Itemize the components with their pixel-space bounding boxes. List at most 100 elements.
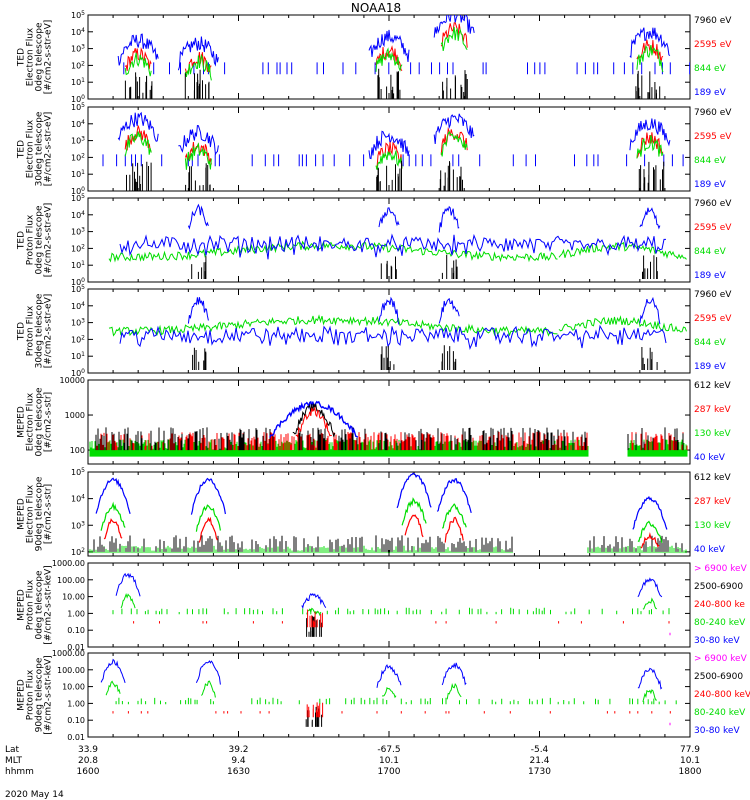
series-7960-ev bbox=[185, 163, 211, 191]
y-tick-label: 104 bbox=[71, 27, 85, 37]
y-tick-label: 105 bbox=[71, 284, 85, 294]
y-tick-label: 101 bbox=[71, 77, 85, 87]
y-tick-label: 101 bbox=[71, 169, 85, 179]
series-287-kev bbox=[444, 516, 464, 543]
panel-ted-p-0: 100 101 102 103 104 105 TEDProton Flux0deg tel… bbox=[17, 193, 733, 287]
y-tick-label: 103 bbox=[71, 44, 85, 54]
series-844-ev bbox=[558, 241, 687, 260]
series-612-kev bbox=[292, 403, 336, 437]
panel-meped-e-90: 102 103 104 105 MEPEDElectron Flux90deg tele… bbox=[17, 467, 732, 557]
series-130-kev bbox=[195, 504, 221, 532]
series-7960-ev bbox=[192, 347, 207, 370]
x-tick-label-mlt: 9.4 bbox=[231, 756, 246, 766]
x-tick-label-lat: 77.9 bbox=[680, 745, 700, 755]
legend-entry: 844 eV bbox=[694, 64, 727, 74]
y-axis-label-line: 0deg telescope bbox=[35, 22, 45, 92]
series-844-ev bbox=[440, 26, 468, 51]
series-30-80-kev bbox=[441, 662, 467, 686]
chart-title: NOAA18 bbox=[351, 1, 401, 15]
y-tick-label: 100 bbox=[71, 94, 85, 104]
y-axis-label-line: Proton Flux bbox=[26, 669, 36, 720]
y-tick-label: 100 bbox=[71, 186, 85, 196]
legend-entry: 287 keV bbox=[694, 497, 731, 507]
y-tick-label: 103 bbox=[71, 520, 85, 530]
y-tick-label: 102 bbox=[71, 334, 85, 344]
series-30-80-kev bbox=[100, 658, 126, 684]
series-844-ev bbox=[375, 47, 403, 72]
series-7960-ev bbox=[191, 256, 207, 279]
series-189-ev bbox=[378, 207, 400, 228]
series-189-ev bbox=[119, 233, 666, 260]
y-axis-label-line: TED bbox=[17, 140, 27, 159]
series-30-80-kev bbox=[637, 577, 663, 598]
series-844-ev bbox=[108, 240, 558, 263]
series-189-ev bbox=[433, 113, 475, 144]
y-axis-label-line: Electron Flux bbox=[26, 27, 36, 86]
series-287-kev bbox=[103, 518, 123, 540]
y-tick-label: 102 bbox=[71, 547, 85, 557]
y-tick-label: 101 bbox=[71, 260, 85, 270]
series-7960-ev bbox=[376, 160, 402, 191]
series-612-kev bbox=[93, 535, 683, 552]
y-tick-label: 10.00 bbox=[62, 593, 85, 602]
y-axis-label: MEPEDElectron Flux90deg telescope[#/cm2-… bbox=[17, 476, 54, 551]
series-40-kev bbox=[436, 477, 472, 514]
series-189-ev bbox=[629, 27, 671, 59]
y-tick-label: 1.00 bbox=[67, 609, 85, 618]
series-189-ev bbox=[178, 125, 219, 157]
legend-entry: 287 keV bbox=[694, 405, 731, 415]
series-7960-ev bbox=[124, 72, 153, 99]
panel-meped-p-0: 0.010.101.0010.00100.001000.00MEPEDProto… bbox=[17, 559, 748, 652]
legend-entry: > 6900 keV bbox=[694, 564, 748, 574]
series-80-240-kev bbox=[642, 597, 657, 610]
series-612-kev bbox=[95, 427, 684, 451]
series-844-ev bbox=[375, 150, 403, 170]
y-tick-label: 102 bbox=[71, 152, 85, 162]
panel-data bbox=[112, 572, 671, 637]
y-axis-label-line: 30deg telescope bbox=[35, 293, 45, 368]
panel-frame bbox=[87, 562, 691, 648]
legend-entry: 130 keV bbox=[694, 521, 731, 531]
y-tick-label: 10.00 bbox=[62, 683, 85, 692]
x-tick-label-hhmm: 1600 bbox=[77, 767, 100, 777]
x-tick-label-hhmm: 1700 bbox=[378, 767, 401, 777]
series-30-80-kev bbox=[301, 593, 327, 609]
series-40-kev bbox=[95, 477, 131, 514]
y-axis-label-line: Electron Flux bbox=[26, 119, 36, 178]
y-tick-label: 103 bbox=[71, 227, 85, 237]
legend-entry: 2595 eV bbox=[694, 40, 732, 50]
series-189-ev bbox=[629, 118, 671, 151]
y-tick-label: 104 bbox=[71, 210, 85, 220]
y-axis-label-line: TED bbox=[17, 231, 27, 250]
series-7960-ev bbox=[439, 161, 463, 191]
y-tick-label: 100.00 bbox=[57, 576, 85, 585]
y-axis-label: TEDElectron Flux30deg telescope[#/cm2-s-… bbox=[17, 111, 54, 186]
series-30-80-kev bbox=[195, 660, 221, 685]
x-tick-label-mlt: 10.1 bbox=[680, 756, 700, 766]
y-axis-label: MEPEDProton Flux0deg telescope[#/cm2-s-s… bbox=[17, 565, 54, 644]
y-axis-label-line: TED bbox=[17, 322, 27, 341]
panel-ted-p-30: 100 101 102 103 104 105 TEDProton Flux30deg te… bbox=[17, 284, 733, 378]
panel-frame bbox=[87, 652, 691, 738]
y-axis-label-line: 90deg telescope bbox=[35, 476, 45, 551]
series-189-ev-background bbox=[102, 154, 684, 167]
y-axis-label-line: TED bbox=[17, 48, 27, 67]
legend-entry: 2500-6900 bbox=[694, 582, 743, 592]
y-axis-label-line: Electron Flux bbox=[26, 392, 36, 451]
y-tick-label: 105 bbox=[71, 193, 85, 203]
series-80-240-kev bbox=[112, 607, 670, 615]
series-189-ev bbox=[117, 33, 159, 66]
y-axis-label: TEDProton Flux0deg telescope[#/cm2-s-str… bbox=[17, 203, 54, 278]
legend-entry: 189 eV bbox=[694, 88, 727, 98]
y-tick-label: 100 bbox=[71, 368, 85, 378]
x-tick-label-lat: -5.4 bbox=[531, 745, 549, 755]
series-80-240-kev bbox=[105, 680, 121, 696]
y-tick-label: 0.01 bbox=[67, 733, 85, 742]
series-2595-ev bbox=[124, 46, 152, 71]
legend-entry: 2595 eV bbox=[694, 132, 732, 142]
y-tick-label: 100 bbox=[71, 277, 85, 287]
panel-ted-e-0: 100 101 102 103 104 105 TEDElectron Flux0deg t… bbox=[17, 10, 733, 104]
y-tick-label: 1.00 bbox=[67, 699, 85, 708]
x-tick-label-lat: 39.2 bbox=[228, 745, 248, 755]
